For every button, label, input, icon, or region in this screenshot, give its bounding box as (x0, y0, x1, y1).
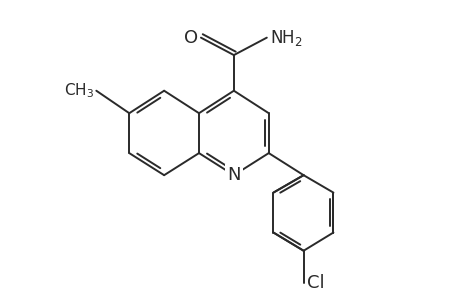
Text: O: O (183, 28, 197, 46)
Text: NH$_2$: NH$_2$ (269, 28, 302, 48)
Text: Cl: Cl (306, 274, 324, 292)
Text: N: N (227, 166, 240, 184)
Text: CH$_3$: CH$_3$ (64, 81, 94, 100)
